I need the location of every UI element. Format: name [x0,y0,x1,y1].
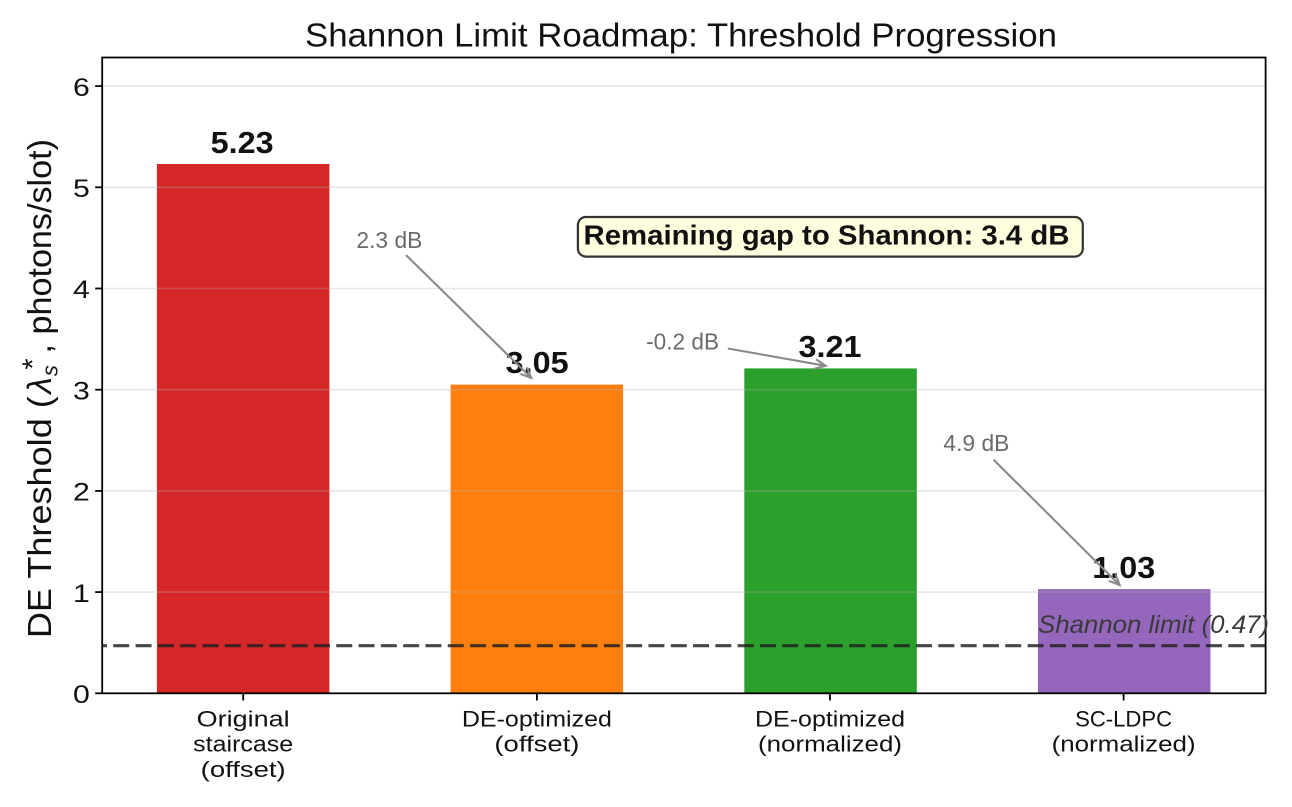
svg-text:*: * [18,358,50,369]
svg-text:staircase: staircase [193,732,293,757]
svg-text:(normalized): (normalized) [1052,732,1196,757]
svg-text:(offset): (offset) [494,732,579,757]
svg-text:DE-optimized: DE-optimized [755,706,905,731]
svg-text:s: s [37,365,62,376]
svg-text:5: 5 [73,174,90,202]
svg-text:Remaining gap to Shannon: 3.4: Remaining gap to Shannon: 3.4 dB [584,220,1070,251]
svg-text:, photons/slot): , photons/slot) [22,139,59,354]
svg-text:3: 3 [73,377,90,405]
svg-text:Original: Original [197,706,290,731]
svg-text:Shannon limit (0.47): Shannon limit (0.47) [1038,611,1269,639]
svg-text:Shannon Limit Roadmap: Thresho: Shannon Limit Roadmap: Threshold Progres… [305,17,1057,54]
svg-text:4: 4 [73,276,90,304]
svg-text:DE-optimized: DE-optimized [462,706,612,731]
svg-text:0: 0 [73,680,90,708]
svg-text:(normalized): (normalized) [758,732,902,757]
svg-text:1: 1 [73,579,90,607]
svg-text:2: 2 [73,478,90,506]
svg-text:6: 6 [73,73,90,101]
svg-text:(offset): (offset) [201,757,286,782]
svg-text:-0.2 dB: -0.2 dB [646,329,719,355]
svg-text:3.21: 3.21 [799,329,862,364]
svg-text:4.9 dB: 4.9 dB [943,430,1009,456]
svg-text:2.3 dB: 2.3 dB [356,227,422,253]
svg-text:5.23: 5.23 [211,125,274,160]
svg-text:DE Threshold (: DE Threshold ( [22,396,59,638]
svg-text:λ: λ [22,377,59,396]
svg-text:SC-LDPC: SC-LDPC [1075,706,1172,731]
